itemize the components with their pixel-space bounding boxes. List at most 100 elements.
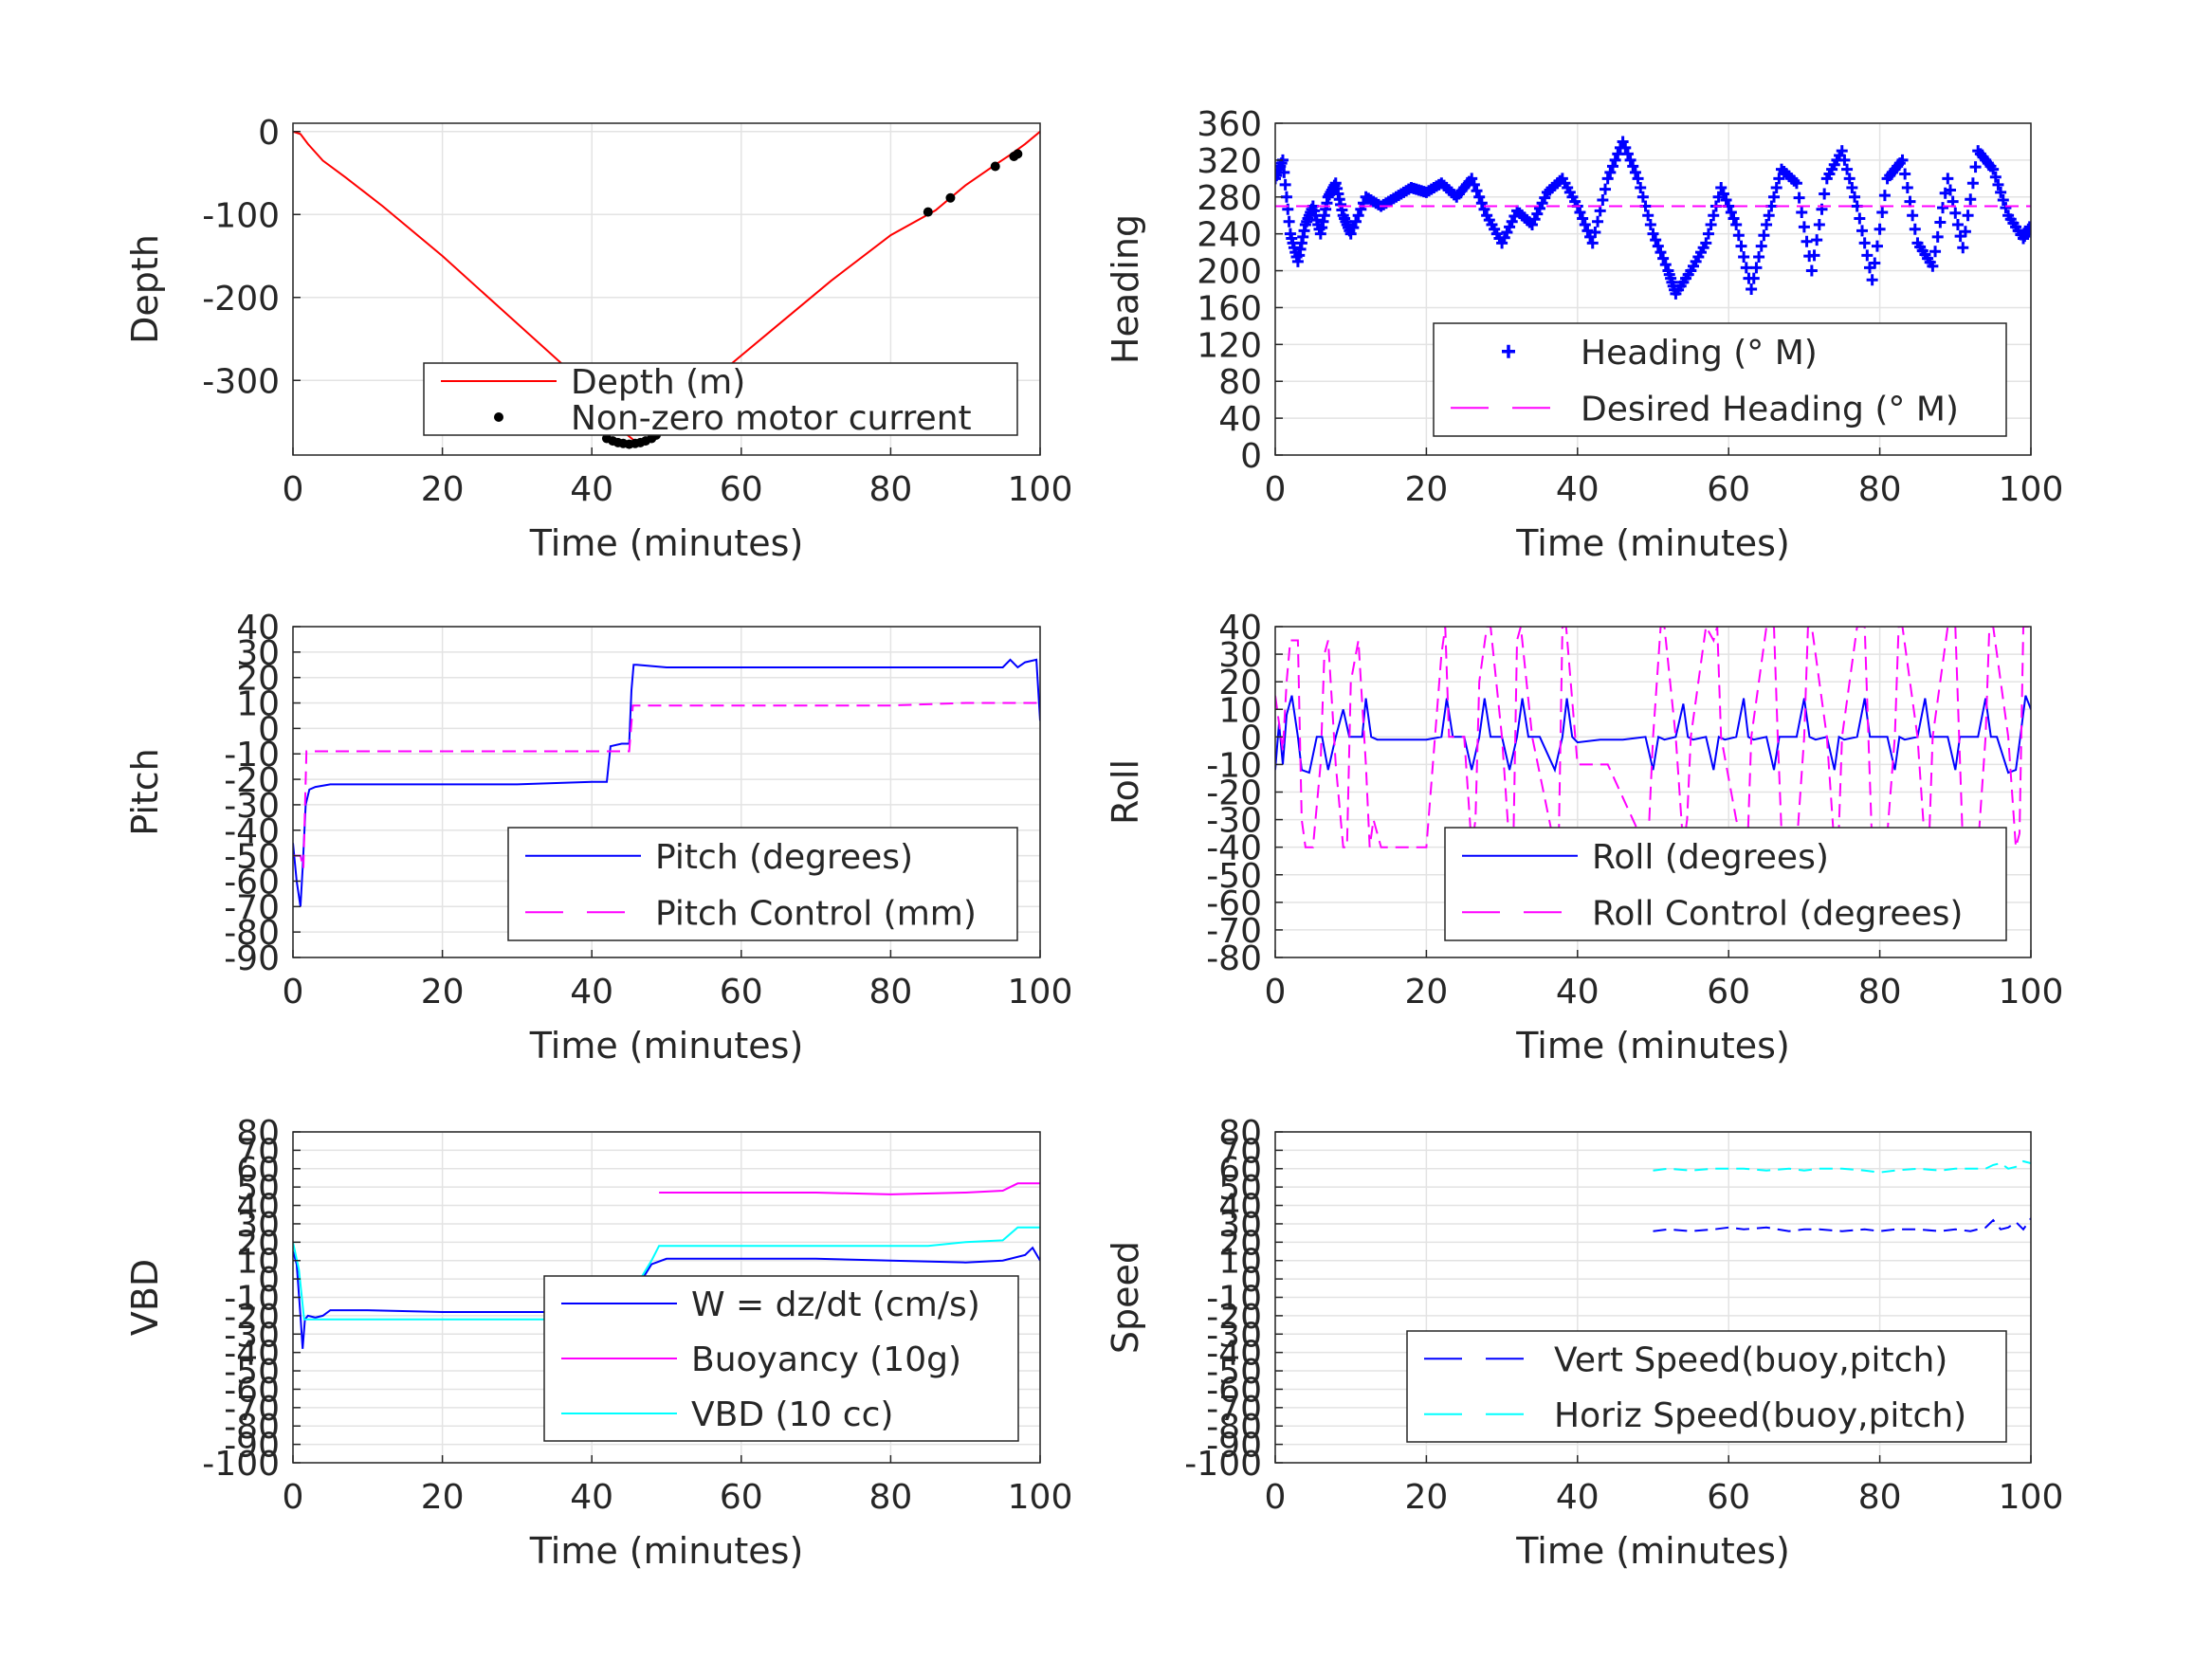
- data-point: [1761, 218, 1773, 230]
- series-line: [659, 1182, 1040, 1195]
- y-tick-label: -100: [202, 196, 280, 235]
- x-tick-label: 80: [1858, 1478, 1902, 1517]
- x-tick-label: 20: [421, 470, 465, 509]
- data-point: [1717, 188, 1729, 200]
- legend: Roll (degrees) Roll Control (degrees): [1444, 827, 2007, 941]
- data-point: [1957, 242, 1969, 254]
- y-tick-label: 240: [1197, 216, 1262, 255]
- data-point: [1753, 250, 1765, 263]
- data-point: [1927, 260, 1939, 272]
- data-point: [1642, 210, 1654, 222]
- data-point: [1606, 160, 1618, 173]
- y-tick-label: -30: [1206, 1316, 1262, 1355]
- data-point: [1275, 173, 1281, 185]
- data-point: [1621, 148, 1634, 160]
- data-point: [1654, 246, 1667, 259]
- data-point: [1801, 235, 1813, 247]
- y-tick-label: -50: [224, 838, 280, 877]
- chart-speed: 0 20 40 60 80 10080706050403020100-10-20-30-4…: [1105, 1114, 2063, 1572]
- x-tick-label: 20: [1404, 1478, 1448, 1517]
- data-point: [1793, 191, 1805, 204]
- y-tick-label: 0: [1240, 1261, 1262, 1300]
- data-point: [1609, 154, 1621, 166]
- legend-marker: [494, 412, 503, 422]
- y-tick-label: 10: [1218, 691, 1262, 730]
- x-tick-label: 40: [1556, 973, 1600, 1012]
- series-vbd-2: [293, 1226, 1040, 1321]
- y-axis-label: Depth: [124, 234, 166, 344]
- y-tick-label: -80: [1206, 1408, 1262, 1447]
- data-point: [990, 161, 1000, 172]
- data-point: [1647, 228, 1659, 240]
- x-tick-label: 80: [868, 470, 912, 509]
- data-point: [1702, 228, 1714, 240]
- data-point: [1838, 154, 1851, 166]
- y-tick-label: 40: [1218, 609, 1262, 647]
- y-tick-label: -70: [224, 888, 280, 927]
- y-tick-label: 70: [236, 1132, 280, 1171]
- y-tick-label: 30: [236, 634, 280, 673]
- y-tick-label: 40: [236, 609, 280, 647]
- chart-heading: 0 20 40 60 80 10004080120160200240280320360Ti…: [1105, 105, 2063, 564]
- data-point: [1907, 210, 1919, 222]
- x-tick-label: 80: [1858, 973, 1902, 1012]
- data-point: [1876, 206, 1889, 218]
- y-tick-label: -80: [1206, 939, 1262, 978]
- data-point: [1846, 182, 1858, 194]
- x-tick-label: 40: [570, 470, 613, 509]
- data-point: [1755, 240, 1767, 252]
- x-axis-label: Time (minutes): [1515, 1025, 1790, 1066]
- y-tick-label: 30: [1218, 636, 1262, 675]
- y-tick-label: 20: [1218, 664, 1262, 702]
- y-tick-label: 280: [1197, 179, 1262, 218]
- series-line: [1275, 695, 2031, 775]
- chart-depth: 0 20 40 60 80 100 0 -100 -200 -300 Time (minutes) D…: [124, 114, 1072, 564]
- data-point: [1592, 215, 1604, 228]
- x-tick-label: 80: [1858, 470, 1902, 509]
- data-point: [1732, 229, 1745, 242]
- series-line: [293, 658, 1040, 907]
- y-tick-label: -10: [1206, 746, 1262, 785]
- y-axis-label: Roll: [1105, 759, 1146, 825]
- data-point: [1730, 218, 1743, 230]
- y-tick-label: -40: [224, 1335, 280, 1374]
- legend-box: [1433, 322, 2007, 437]
- y-tick-label: -20: [1206, 1298, 1262, 1337]
- data-point: [1909, 223, 1921, 235]
- data-point: [1738, 250, 1750, 263]
- data-point: [1600, 183, 1612, 195]
- series-line: [1653, 1217, 2031, 1232]
- x-tick-label: 100: [1999, 470, 2064, 509]
- data-point: [1740, 262, 1752, 274]
- series-speed-0: [1653, 1217, 2031, 1232]
- data-point: [1901, 182, 1913, 194]
- data-point: [1929, 246, 1942, 258]
- data-point: [2000, 202, 2012, 214]
- y-tick-label: 80: [1218, 363, 1262, 402]
- y-tick-label: 10: [236, 1243, 280, 1282]
- data-point: [1942, 173, 1954, 185]
- chart-vbd: 0 20 40 60 80 10080706050403020100-10-20-30-4…: [124, 1114, 1072, 1572]
- data-point: [1871, 240, 1883, 252]
- data-point: [1836, 145, 1848, 157]
- y-tick-label: -40: [1206, 830, 1262, 868]
- y-tick-label: -90: [1206, 1427, 1262, 1466]
- data-point: [1937, 202, 1949, 214]
- x-tick-label: 60: [720, 470, 763, 509]
- x-tick-label: 40: [1556, 470, 1600, 509]
- data-point: [1629, 166, 1641, 178]
- y-tick-label: 20: [1218, 1224, 1262, 1263]
- axes-box: [1274, 122, 2032, 456]
- y-tick-label: 200: [1197, 253, 1262, 292]
- data-point: [1874, 223, 1886, 235]
- legend: Heading (° M) Desired Heading (° M): [1433, 322, 2007, 437]
- data-point: [1715, 182, 1728, 194]
- y-tick-label: 30: [1218, 1206, 1262, 1245]
- data-point: [2023, 221, 2031, 233]
- legend-box: [1444, 827, 2007, 941]
- data-point: [1735, 240, 1747, 252]
- x-tick-label: 60: [1707, 470, 1750, 509]
- data-point: [1951, 218, 1964, 230]
- data-point: [1798, 221, 1810, 233]
- data-point: [1819, 188, 1831, 200]
